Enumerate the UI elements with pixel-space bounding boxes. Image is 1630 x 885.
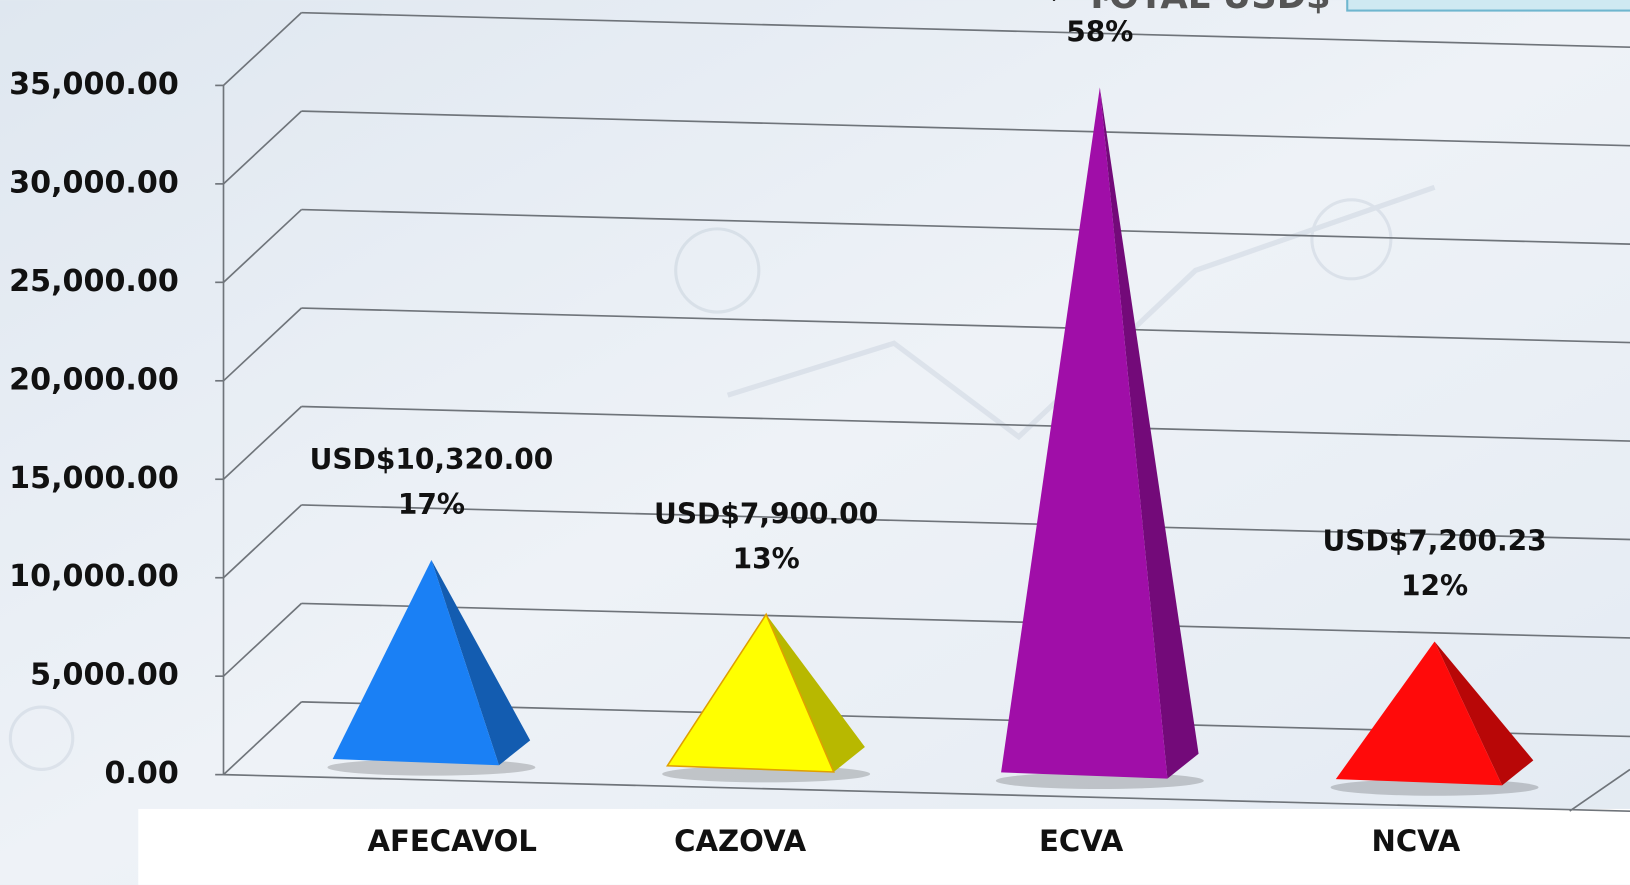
share-label: 17% [398,488,465,521]
share-label: 13% [733,542,800,575]
pyramid [1330,641,1539,796]
y-tick-label: 20,000.00 [9,362,179,397]
pyramid-side [1099,87,1199,779]
value-label: USD$10,320.00 [310,443,554,476]
grid-line [301,504,1630,541]
pyramid-side [431,559,531,766]
y-tick-label: 15,000.00 [9,461,179,496]
side-grid-line [222,504,303,579]
side-grid-line [222,208,303,283]
pyramid-front [1001,87,1168,779]
grid-line [301,602,1630,639]
grid-line [301,208,1630,245]
value-label: USD$7,900.00 [654,498,878,531]
y-tick-label: 10,000.00 [9,559,179,594]
pyramid-front [665,612,835,773]
grid-line [301,307,1630,344]
side-grid-line [222,602,303,677]
value-label: USD$7,200.23 [1322,525,1546,558]
y-tick-label: 30,000.00 [9,165,179,200]
x-tick-label: CAZOVA [674,824,806,858]
side-grid-line [222,12,303,87]
pyramid [662,612,871,783]
background-decor [8,184,1436,771]
x-tick-label: AFECAVOL [367,824,536,858]
y-tick-label: 35,000.00 [9,67,179,102]
y-tick-label: 0.00 [104,756,178,791]
pyramid-side [1434,641,1534,786]
pyramid [995,87,1204,790]
side-grid-line [222,307,303,382]
total-box [1346,0,1630,12]
share-label: 58% [1066,15,1133,48]
grid-line [301,110,1630,147]
grid-line [301,11,1630,49]
floor-edge [223,773,1630,813]
pyramid-side [766,614,865,772]
y-tick-label: 5,000.00 [30,658,179,693]
side-grid-line [222,110,303,185]
side-grid-line [222,701,303,776]
pyramid [327,559,536,776]
grid-line [301,405,1630,442]
chart-title: TOTAL USD$ [1085,0,1331,17]
category-band [138,808,1630,885]
grid [215,11,1630,813]
x-tick-label: NCVA [1371,824,1460,858]
pyramid-front [1335,641,1503,786]
x-tick-label: ECVA [1039,824,1124,858]
pyramid-front [332,559,499,766]
value-label: USD$35,000.00 [978,0,1222,4]
right-edge [1569,768,1630,812]
share-label: 12% [1401,569,1468,602]
y-tick-label: 25,000.00 [9,264,179,299]
side-grid-line [222,405,303,480]
